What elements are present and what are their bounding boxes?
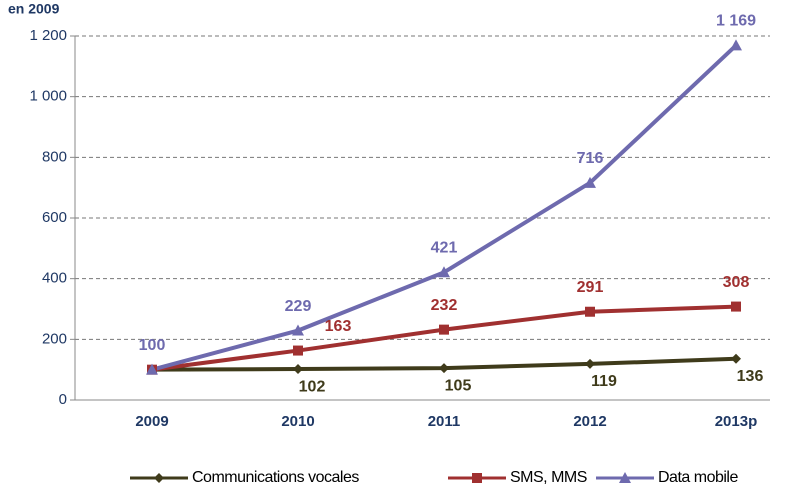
data-label: 291 — [577, 279, 604, 296]
data-label: 232 — [431, 297, 458, 314]
marker — [293, 364, 303, 375]
marker — [731, 301, 741, 312]
marker — [585, 306, 595, 317]
x-tick-label: 2011 — [428, 413, 461, 430]
data-label: 229 — [285, 298, 312, 315]
marker — [472, 473, 482, 483]
legend-label: SMS, MMS — [510, 469, 587, 486]
x-tick-label: 2010 — [281, 413, 314, 430]
marker — [439, 324, 449, 335]
y-tick-label: 200 — [42, 330, 67, 347]
marker — [292, 324, 304, 336]
marker — [730, 39, 742, 51]
marker — [154, 473, 164, 483]
data-label: 100 — [139, 337, 166, 354]
marker — [731, 353, 741, 364]
legend-label: Communications vocales — [192, 469, 359, 486]
legend-label: Data mobile — [658, 469, 738, 486]
marker — [293, 345, 303, 356]
y-tick-label: 400 — [42, 270, 67, 287]
marker — [146, 363, 158, 375]
x-tick-label: 2009 — [135, 413, 168, 430]
data-label: 163 — [325, 318, 352, 335]
y-tick-label: 1 200 — [29, 27, 67, 44]
y-tick-label: 600 — [42, 209, 67, 226]
y-tick-label: 1 000 — [29, 88, 67, 105]
y-tick-label: 0 — [59, 391, 67, 408]
data-label: 1 169 — [716, 13, 756, 30]
marker — [439, 363, 449, 374]
data-label: 136 — [737, 368, 764, 385]
data-label: 102 — [299, 378, 326, 395]
y-tick-label: 800 — [42, 148, 67, 165]
y-axis-label: en 2009 — [8, 1, 60, 17]
marker — [584, 176, 596, 188]
marker — [438, 266, 450, 278]
data-label: 119 — [591, 373, 617, 390]
data-label: 716 — [577, 150, 604, 167]
data-label: 105 — [445, 377, 472, 394]
x-tick-label: 2013p — [715, 413, 758, 430]
data-label: 308 — [723, 274, 750, 291]
series-line — [151, 43, 738, 372]
x-tick-label: 2012 — [573, 413, 606, 430]
marker — [619, 472, 631, 483]
data-label: 421 — [431, 240, 458, 257]
marker — [585, 358, 595, 369]
